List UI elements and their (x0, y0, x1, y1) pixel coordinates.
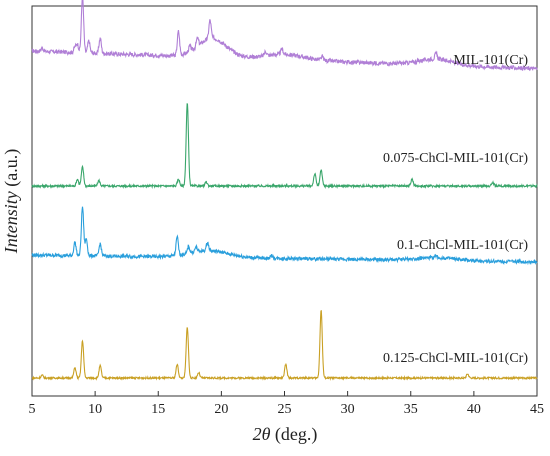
x-axis-ticks: 5 10 15 20 25 30 35 40 45 (29, 391, 544, 417)
x-tick-label-10: 10 (88, 402, 102, 417)
series-label-3: 0.1-ChCl-MIL-101(Cr) (397, 238, 528, 253)
series-label-2: 0.075-ChCl-MIL-101(Cr) (383, 151, 528, 166)
x-tick-label-5: 5 (29, 402, 36, 417)
x-tick-label-30: 30 (341, 402, 355, 417)
x-axis-label-var: 2θ (253, 424, 271, 444)
series-line-4 (31, 310, 538, 381)
series-label-4: 0.125-ChCl-MIL-101(Cr) (383, 351, 528, 366)
x-tick-label-45: 45 (530, 402, 544, 417)
x-tick-label-20: 20 (214, 402, 228, 417)
x-tick-label-15: 15 (151, 402, 165, 417)
series-line-1 (31, 0, 538, 72)
x-axis-label: 2θ (deg.) (253, 424, 318, 445)
x-tick-label-40: 40 (467, 402, 481, 417)
series-layer (31, 0, 538, 381)
series-label-1: MIL-101(Cr) (453, 53, 528, 68)
x-tick-label-35: 35 (404, 402, 418, 417)
series-labels: MIL-101(Cr) 0.075-ChCl-MIL-101(Cr) 0.1-ChC… (383, 53, 528, 366)
y-axis-label-unit: (a.u.) (1, 149, 22, 191)
y-axis-label-italic: Intensity (1, 191, 21, 254)
y-axis-label: Intensity (a.u.) (1, 149, 22, 254)
x-axis-label-unit: (deg.) (270, 424, 317, 445)
x-tick-label-25: 25 (278, 402, 292, 417)
series-line-3 (31, 206, 538, 266)
series-line-2 (31, 103, 538, 190)
